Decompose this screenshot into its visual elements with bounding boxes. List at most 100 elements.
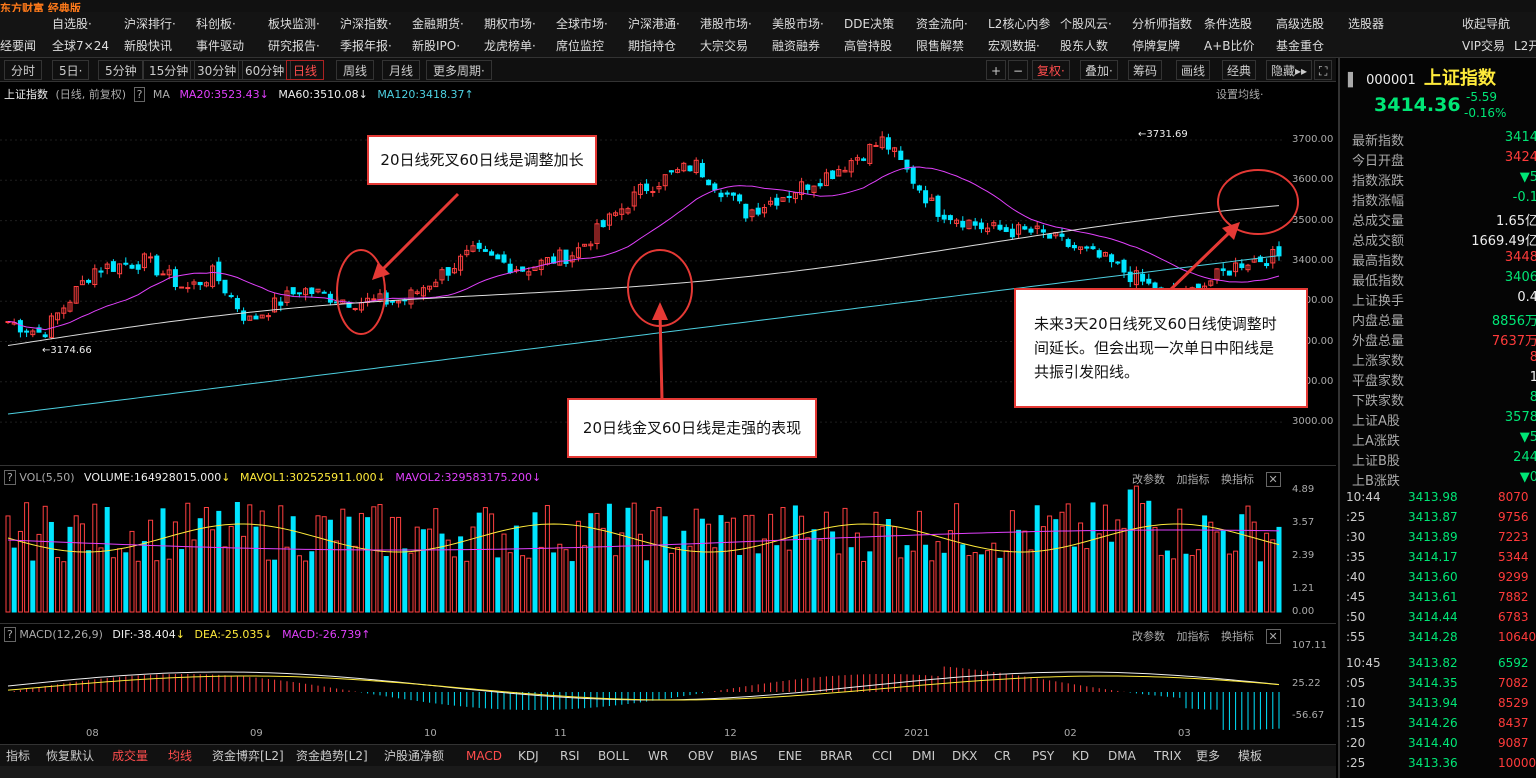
tab-3[interactable]: 15分钟	[142, 60, 196, 80]
indicator-tab-11[interactable]: WR	[648, 749, 669, 763]
indicator-tab-21[interactable]: KD	[1072, 749, 1090, 763]
indicator-tab-17[interactable]: DMI	[912, 749, 936, 763]
menu-item-0[interactable]: 自选股·	[52, 17, 92, 31]
menu-item-5[interactable]: 金融期货·	[412, 17, 464, 31]
indicator-tab-19[interactable]: CR	[994, 749, 1011, 763]
tab-4[interactable]: 30分钟	[190, 60, 244, 80]
menu-item-18[interactable]: 选股器	[1348, 17, 1385, 31]
tab-2[interactable]: 5分钟	[98, 60, 144, 80]
indicator-tab-8[interactable]: KDJ	[518, 749, 539, 763]
tool-button-1[interactable]: −	[1008, 60, 1029, 80]
indicator-tab-22[interactable]: DMA	[1108, 749, 1136, 763]
indicator-tab-7[interactable]: MACD	[466, 749, 502, 763]
indicator-tab-6[interactable]: 沪股通净额	[384, 749, 445, 763]
menu2-item-9[interactable]: 期指持仓	[628, 39, 677, 53]
indicator-tab-1[interactable]: 恢复默认	[46, 749, 95, 763]
tab-5[interactable]: 60分钟	[238, 60, 292, 80]
tool-button-6[interactable]: 经典	[1222, 60, 1257, 80]
menu-item-14[interactable]: 个股风云·	[1060, 17, 1112, 31]
vol-add-indicator-button[interactable]: 加指标	[1176, 473, 1210, 486]
menu2-item-0[interactable]: 经要闻	[0, 39, 37, 53]
menu2-item-7[interactable]: 龙虎榜单·	[484, 39, 536, 53]
menu-item-16[interactable]: 条件选股	[1204, 17, 1253, 31]
menu-item-8[interactable]: 沪深港通·	[628, 17, 680, 31]
vol-close-icon[interactable]: ?	[4, 470, 16, 485]
menu-item-9[interactable]: 港股市场·	[700, 17, 752, 31]
macd-param-button[interactable]: 改参数	[1132, 630, 1165, 643]
macd-add-indicator-button[interactable]: 加指标	[1176, 630, 1210, 643]
tool-button-4[interactable]: 筹码	[1128, 60, 1163, 80]
macd-help-icon[interactable]: ?	[4, 627, 16, 642]
menu2-item-17[interactable]: A+B比价	[1204, 39, 1255, 53]
tool-button-2[interactable]: 复权·	[1032, 60, 1070, 80]
tab-7[interactable]: 周线	[336, 60, 375, 80]
menu-item-6[interactable]: 期权市场·	[484, 17, 536, 31]
menu-item-13[interactable]: L2核心内参	[988, 17, 1051, 31]
vol-param-button[interactable]: 改参数	[1132, 473, 1165, 486]
macd-close-button[interactable]: ✕	[1265, 629, 1281, 644]
menu2-item-14[interactable]: 宏观数据·	[988, 39, 1040, 53]
indicator-tab-13[interactable]: BIAS	[730, 749, 758, 763]
tab-1[interactable]: 5日·	[52, 60, 90, 80]
indicator-tab-5[interactable]: 资金趋势[L2]	[296, 749, 368, 763]
indicator-tab-9[interactable]: RSI	[560, 749, 580, 763]
menu-item-10[interactable]: 美股市场·	[772, 17, 824, 31]
menu-item-11[interactable]: DDE决策	[844, 17, 895, 31]
quote-menu-icon[interactable]: ▌	[1348, 73, 1358, 88]
menu2-item-4[interactable]: 研究报告·	[268, 39, 320, 53]
vol-switch-indicator-button[interactable]: 换指标	[1221, 473, 1254, 486]
macd-chart[interactable]: ? MACD(12,26,9) DIF:-38.404↓ DEA:-25.035…	[0, 626, 1336, 744]
menu2-item-18[interactable]: 基金重仓	[1276, 39, 1325, 53]
ma-settings-button[interactable]: 设置均线·	[1216, 88, 1264, 101]
menu2-item-8[interactable]: 席位监控	[556, 39, 605, 53]
menu2-item-5[interactable]: 季报年报·	[340, 39, 392, 53]
menu2-item-12[interactable]: 高管持股	[844, 39, 893, 53]
menu-item-15[interactable]: 分析师指数	[1132, 17, 1193, 31]
fullscreen-icon[interactable]: ⛶	[1314, 60, 1333, 80]
indicator-tab-0[interactable]: 指标	[6, 749, 31, 763]
question-icon[interactable]: ?	[133, 87, 146, 102]
indicator-tab-18[interactable]: DKX	[952, 749, 978, 763]
menu2-item-2[interactable]: 新股快讯	[124, 39, 173, 53]
indicator-tab-23[interactable]: TRIX	[1154, 749, 1182, 763]
indicator-tab-10[interactable]: BOLL	[598, 749, 629, 763]
kline-chart[interactable]: 上证指数 (日线, 前复权) ? MA MA20:3523.43↓ MA60:3…	[0, 82, 1336, 466]
menu-item-4[interactable]: 沪深指数·	[340, 17, 392, 31]
menu2-item-6[interactable]: 新股IPO·	[412, 39, 461, 53]
macd-switch-indicator-button[interactable]: 换指标	[1221, 630, 1254, 643]
tool-button-5[interactable]: 画线	[1176, 60, 1211, 80]
indicator-tab-24[interactable]: 更多	[1196, 749, 1221, 763]
indicator-tab-2[interactable]: 成交量	[112, 749, 149, 763]
menu2-item-11[interactable]: 融资融券	[772, 39, 821, 53]
chart-scrollbar[interactable]	[0, 766, 1336, 778]
menu-item-19[interactable]: 收起导航	[1462, 17, 1511, 31]
volume-chart[interactable]: ? VOL(5,50) VOLUME:164928015.000↓ MAVOL1…	[0, 468, 1336, 624]
menu-item-1[interactable]: 沪深排行·	[124, 17, 176, 31]
indicator-tab-12[interactable]: OBV	[688, 749, 714, 763]
tab-0[interactable]: 分时	[4, 60, 43, 80]
indicator-tab-15[interactable]: BRAR	[820, 749, 853, 763]
menu2-item-3[interactable]: 事件驱动	[196, 39, 245, 53]
tool-button-7[interactable]: 隐藏▸▸	[1266, 60, 1313, 80]
menu2-item-16[interactable]: 停牌复牌	[1132, 39, 1181, 53]
menu2-item-15[interactable]: 股东人数	[1060, 39, 1109, 53]
menu2-item-19[interactable]: VIP交易	[1462, 39, 1505, 53]
menu-item-12[interactable]: 资金流向·	[916, 17, 968, 31]
indicator-tab-16[interactable]: CCI	[872, 749, 893, 763]
menu-item-17[interactable]: 高级选股	[1276, 17, 1325, 31]
menu2-item-10[interactable]: 大宗交易	[700, 39, 749, 53]
menu2-item-1[interactable]: 全球7×24	[52, 39, 109, 53]
indicator-tab-3[interactable]: 均线	[168, 749, 193, 763]
indicator-tab-25[interactable]: 模板	[1238, 749, 1263, 763]
tab-6[interactable]: 日线	[286, 60, 325, 80]
tool-button-0[interactable]: +	[986, 60, 1007, 80]
menu-item-7[interactable]: 全球市场·	[556, 17, 608, 31]
tool-button-3[interactable]: 叠加·	[1080, 60, 1118, 80]
tab-8[interactable]: 月线	[382, 60, 421, 80]
indicator-tab-4[interactable]: 资金博弈[L2]	[212, 749, 284, 763]
indicator-tab-20[interactable]: PSY	[1032, 749, 1055, 763]
menu-item-3[interactable]: 板块监测·	[268, 17, 320, 31]
menu2-item-13[interactable]: 限售解禁	[916, 39, 965, 53]
tab-9[interactable]: 更多周期·	[426, 60, 492, 80]
vol-close-button[interactable]: ✕	[1265, 472, 1281, 487]
